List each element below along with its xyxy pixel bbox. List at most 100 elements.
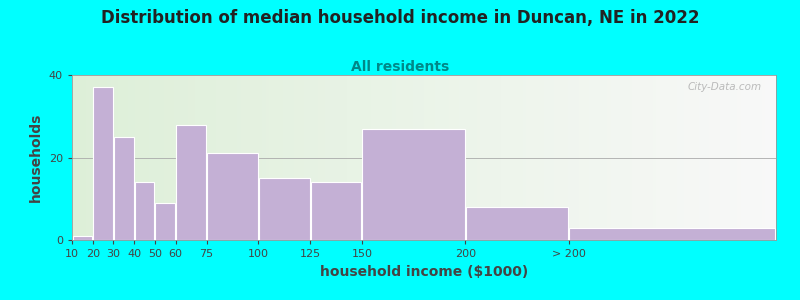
Bar bbox=[442, 75, 445, 240]
Bar bbox=[730, 75, 734, 240]
Bar bbox=[361, 75, 364, 240]
Bar bbox=[346, 75, 350, 240]
Bar bbox=[515, 75, 519, 240]
Bar bbox=[294, 75, 298, 240]
Bar bbox=[213, 75, 216, 240]
Bar bbox=[255, 75, 258, 240]
Bar bbox=[590, 75, 593, 240]
Bar bbox=[318, 75, 322, 240]
Bar bbox=[572, 75, 575, 240]
Bar bbox=[245, 75, 248, 240]
Bar bbox=[650, 75, 653, 240]
Bar bbox=[357, 75, 361, 240]
Bar bbox=[107, 75, 110, 240]
Bar bbox=[502, 75, 505, 240]
Bar bbox=[386, 75, 389, 240]
Bar bbox=[301, 75, 304, 240]
Bar bbox=[206, 75, 210, 240]
Bar bbox=[505, 75, 509, 240]
Bar bbox=[170, 75, 174, 240]
Bar bbox=[100, 75, 104, 240]
Bar bbox=[537, 75, 540, 240]
Bar bbox=[681, 75, 685, 240]
Bar bbox=[329, 75, 333, 240]
Bar bbox=[192, 75, 195, 240]
Bar bbox=[579, 75, 582, 240]
Bar bbox=[653, 75, 656, 240]
Bar bbox=[234, 75, 238, 240]
Bar bbox=[238, 75, 241, 240]
Bar bbox=[459, 75, 462, 240]
Bar bbox=[709, 75, 713, 240]
Bar bbox=[368, 75, 371, 240]
Bar bbox=[656, 75, 660, 240]
Bar bbox=[354, 75, 357, 240]
Bar bbox=[93, 75, 97, 240]
Bar bbox=[97, 75, 100, 240]
Bar bbox=[773, 75, 776, 240]
Bar bbox=[438, 75, 442, 240]
Bar bbox=[114, 137, 134, 240]
Bar bbox=[698, 75, 702, 240]
Bar bbox=[248, 75, 251, 240]
Bar bbox=[163, 75, 167, 240]
Bar bbox=[498, 75, 502, 240]
Bar bbox=[364, 75, 368, 240]
Bar bbox=[421, 75, 424, 240]
Bar bbox=[660, 75, 663, 240]
Bar bbox=[738, 75, 741, 240]
Bar bbox=[691, 75, 695, 240]
Bar bbox=[618, 75, 621, 240]
Bar bbox=[674, 75, 678, 240]
Bar bbox=[251, 75, 255, 240]
Bar bbox=[326, 75, 329, 240]
Bar bbox=[769, 75, 773, 240]
Bar bbox=[82, 75, 86, 240]
Bar bbox=[632, 75, 635, 240]
Bar bbox=[350, 75, 354, 240]
Bar bbox=[336, 75, 339, 240]
Bar bbox=[509, 75, 512, 240]
Bar bbox=[678, 75, 681, 240]
Bar bbox=[565, 75, 568, 240]
Bar bbox=[134, 182, 154, 240]
Bar bbox=[276, 75, 280, 240]
Bar bbox=[273, 75, 276, 240]
Bar bbox=[79, 75, 82, 240]
Bar bbox=[600, 75, 603, 240]
Bar bbox=[758, 75, 762, 240]
Bar bbox=[593, 75, 597, 240]
Bar bbox=[755, 75, 758, 240]
Bar bbox=[762, 75, 766, 240]
Bar bbox=[135, 75, 139, 240]
Bar bbox=[86, 75, 90, 240]
Bar bbox=[280, 75, 283, 240]
Bar bbox=[766, 75, 769, 240]
Bar bbox=[456, 75, 459, 240]
Bar bbox=[570, 228, 775, 240]
Bar bbox=[258, 75, 262, 240]
Bar bbox=[396, 75, 399, 240]
Bar bbox=[241, 75, 245, 240]
Bar bbox=[210, 75, 213, 240]
Bar bbox=[688, 75, 691, 240]
Bar bbox=[176, 124, 206, 240]
Bar bbox=[667, 75, 670, 240]
Bar bbox=[283, 75, 286, 240]
Bar bbox=[445, 75, 449, 240]
Text: Distribution of median household income in Duncan, NE in 2022: Distribution of median household income … bbox=[101, 9, 699, 27]
Text: All residents: All residents bbox=[351, 60, 449, 74]
Bar bbox=[155, 203, 175, 240]
Bar bbox=[110, 75, 114, 240]
Bar bbox=[414, 75, 417, 240]
Bar bbox=[614, 75, 618, 240]
Bar bbox=[449, 75, 452, 240]
Bar bbox=[713, 75, 716, 240]
Bar bbox=[427, 75, 431, 240]
Bar bbox=[670, 75, 674, 240]
Bar bbox=[160, 75, 163, 240]
Bar bbox=[568, 75, 572, 240]
Bar bbox=[311, 75, 315, 240]
Bar bbox=[315, 75, 318, 240]
Bar bbox=[417, 75, 421, 240]
